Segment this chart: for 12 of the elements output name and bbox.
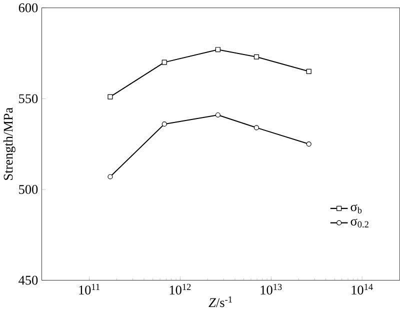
legend-label: σ$_{b}$ bbox=[350, 204, 362, 214]
y-axis-title: Strength/MPa bbox=[3, 107, 16, 180]
x-tick-label: 10$^{12}$ bbox=[170, 284, 191, 294]
y-tick-label: 500 bbox=[19, 184, 38, 194]
x-tick-label: 10$^{11}$ bbox=[79, 284, 100, 294]
x-tick-label: 10$^{14}$ bbox=[352, 284, 373, 294]
y-tick-label: 550 bbox=[19, 94, 38, 103]
legend-label: σ$_{0.2}$ bbox=[350, 218, 368, 228]
x-tick-label: 10$^{13}$ bbox=[260, 284, 282, 294]
y-tick-label: 450 bbox=[18, 276, 38, 284]
y-tick-label: 600 bbox=[18, 3, 38, 12]
x-axis-title: Z/s$^{-1}$ bbox=[208, 296, 232, 307]
